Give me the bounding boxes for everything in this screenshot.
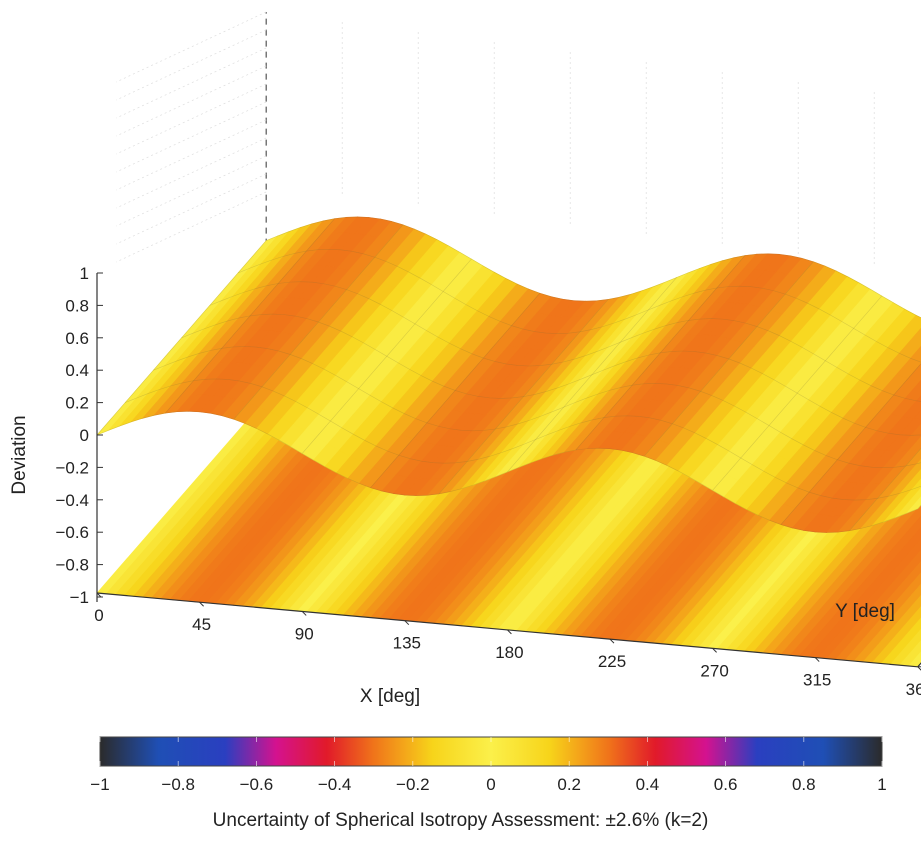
z-tick-label: −0.8 (55, 556, 89, 575)
surface-mesh-line (96, 240, 267, 436)
x-tick-label: 90 (295, 624, 314, 643)
x-tick-label: 360 (906, 680, 921, 699)
x-tick-mark (199, 601, 204, 607)
axis-box-back (116, 11, 875, 399)
surface-mesh-line (575, 255, 746, 451)
x-tick-label: 315 (803, 671, 831, 690)
x-tick-label: 225 (598, 652, 626, 671)
colorbar-tick-label: −0.8 (161, 775, 195, 794)
x-tick-mark (404, 620, 410, 626)
deviation-surface (96, 216, 921, 533)
colorbar-tick-label: −0.6 (240, 775, 274, 794)
x-tick-mark (712, 647, 717, 653)
surface-mesh-line (370, 293, 541, 488)
surface-mesh-line (643, 261, 814, 457)
z-axis-label: Deviation (9, 415, 30, 494)
z-tick-label: −0.6 (55, 523, 89, 542)
back-grid-line (116, 137, 267, 209)
surface-mesh-line (165, 218, 335, 414)
colorbar-tick-label: −0.4 (318, 775, 352, 794)
y-axis-label: Y [deg] (835, 601, 895, 622)
surface-mesh-line (849, 447, 921, 531)
surface-mesh-line (233, 224, 404, 420)
x-tick-label: 270 (700, 661, 728, 680)
surface-patch (916, 458, 921, 465)
colorbar-tick-label: 0 (486, 775, 495, 794)
x-tick-mark (917, 666, 921, 671)
z-tick-label: −0.2 (55, 458, 89, 477)
x-tick-mark (301, 611, 307, 616)
z-tick-label: 0.8 (65, 296, 89, 315)
colorbar-tick-label: −0.2 (396, 775, 430, 794)
z-tick-label: 0.2 (65, 394, 89, 413)
x-tick-mark (814, 657, 820, 662)
surface-patch (913, 469, 921, 478)
colorbar-tick-label: 0.2 (557, 775, 581, 794)
x-tick-label: 0 (94, 606, 103, 625)
surface-mesh-line (237, 248, 921, 363)
surface-mesh-line (712, 295, 883, 491)
surface-patch (916, 395, 921, 402)
x-tick-mark (96, 592, 102, 598)
colorbar-tick-label: 1 (877, 775, 886, 794)
colorbar-tick-label: 0.4 (636, 775, 660, 794)
z-tick-label: 0 (80, 426, 89, 445)
surface-mesh-line (153, 346, 921, 469)
surface-mesh-line (301, 258, 472, 454)
back-grid-line (116, 83, 267, 155)
x-tick-label: 135 (393, 634, 421, 653)
colorbar-tick-label: 0.8 (792, 775, 816, 794)
x-tick-label: 180 (495, 643, 523, 662)
axes: 04590135180225270315360010203040506010.8… (55, 264, 921, 699)
surface-mesh-line (780, 363, 921, 525)
back-grid-line (116, 119, 267, 191)
z-tick-label: 1 (80, 264, 89, 283)
x-tick-mark (507, 629, 512, 635)
back-grid-line (116, 101, 267, 173)
back-grid-line (116, 65, 267, 137)
surface-patch (906, 496, 921, 514)
z-tick-label: −0.4 (55, 491, 89, 510)
surface-mesh-line (209, 281, 921, 402)
back-grid-line (116, 191, 267, 263)
back-grid-line (116, 47, 267, 119)
x-tick-label: 45 (192, 615, 211, 634)
back-grid-line (116, 11, 267, 83)
surface-mesh-line (266, 216, 921, 319)
colorbar-tick-label: 0.6 (714, 775, 738, 794)
z-tick-label: 0.4 (65, 361, 89, 380)
x-tick-mark (609, 638, 615, 644)
colorbar-tick-label: −1 (90, 775, 109, 794)
surface-mesh-line (507, 277, 677, 473)
z-tick-label: 0.6 (65, 329, 89, 348)
surface-patch (913, 409, 921, 420)
back-grid-line (116, 173, 267, 245)
surface-mesh-line (125, 378, 921, 501)
z-tick-label: −1 (70, 588, 89, 607)
surface-mesh-line (438, 299, 609, 495)
surface-mesh-line (96, 410, 918, 533)
x-axis-label: X [deg] (360, 686, 420, 707)
surface-mesh-line (181, 313, 921, 436)
colorbar-caption: Uncertainty of Spherical Isotropy Assess… (212, 810, 709, 831)
back-grid-line (116, 29, 267, 101)
colorbar: −1 −0.8 −0.6 −0.4 −0.2 0 0.2 0.4 0.6 0.8 1 (90, 736, 887, 794)
back-grid-line (116, 155, 267, 227)
